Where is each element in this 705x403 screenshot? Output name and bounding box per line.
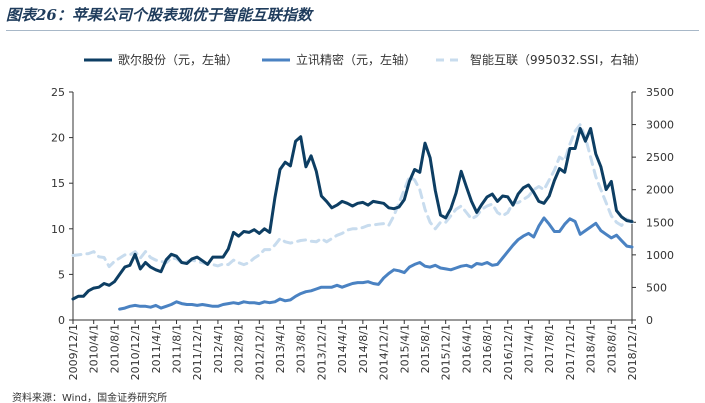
x-tick-label: 2012/8/1 <box>233 324 246 373</box>
x-tick-label: 2014/8/1 <box>357 324 370 373</box>
x-tick-label: 2016/4/1 <box>460 324 473 373</box>
legend-label: 立讯精密（元，左轴） <box>296 52 416 67</box>
legend: 歌尔股份（元，左轴） 立讯精密（元，左轴） 智能互联（995032.SSI，右轴） <box>84 52 646 67</box>
legend-label: 歌尔股份（元，左轴） <box>118 52 238 67</box>
x-tick-label: 2012/12/1 <box>253 324 266 380</box>
y-right-tick-label: 0 <box>646 314 653 327</box>
series-luxshare-line <box>118 216 634 311</box>
figure-title: 图表26：苹果公司个股表现优于智能互联指数 <box>6 6 312 24</box>
axes: 0 5 10 15 20 25 0 500 1000 1500 2000 2500 3000 3500 20… <box>51 86 674 380</box>
legend-item-goertek: 歌尔股份（元，左轴） <box>84 52 238 67</box>
x-tick-label: 2017/8/1 <box>543 324 556 373</box>
y-right-tick-label: 3000 <box>646 119 674 132</box>
x-tick-label: 2017/4/1 <box>522 324 535 373</box>
x-tick-label: 2013/4/1 <box>274 324 287 373</box>
series-goertek-line <box>71 127 634 301</box>
x-tick-label: 2017/12/1 <box>564 324 577 380</box>
y-left-tick-label: 15 <box>51 177 65 190</box>
x-tick-label: 2014/12/1 <box>378 324 391 380</box>
x-tick-label: 2018/12/1 <box>626 324 639 380</box>
y-left-tick-label: 20 <box>51 132 65 145</box>
x-tick-label: 2018/8/1 <box>605 324 618 373</box>
y-right-tick-label: 1000 <box>646 249 674 262</box>
x-tick-label: 2010/12/1 <box>129 324 142 380</box>
x-tick-label: 2013/12/1 <box>315 324 328 380</box>
legend-item-smart-interconnect: 智能互联（995032.SSI，右轴） <box>436 52 646 67</box>
x-tick-label: 2014/4/1 <box>336 324 349 373</box>
x-tick-label: 2012/4/1 <box>212 324 225 373</box>
source-note: 资料来源：Wind，国金证券研究所 <box>12 391 167 403</box>
x-tick-label: 2016/12/1 <box>502 324 515 380</box>
x-tick-label: 2015/12/1 <box>440 324 453 380</box>
x-tick-label: 2010/8/1 <box>108 324 121 373</box>
y-right-tick-label: 3500 <box>646 86 674 99</box>
x-tick-label: 2018/4/1 <box>585 324 598 373</box>
y-left-tick-label: 5 <box>58 268 65 281</box>
series-group <box>71 123 634 311</box>
y-right-tick-label: 2500 <box>646 151 674 164</box>
y-left-tick-label: 0 <box>58 314 65 327</box>
x-tick-label: 2013/8/1 <box>295 324 308 373</box>
y-right-tick-label: 1500 <box>646 216 674 229</box>
y-right-tick-label: 2000 <box>646 184 674 197</box>
x-tick-label: 2015/8/1 <box>419 324 432 373</box>
x-tick-label: 2011/4/1 <box>150 324 163 373</box>
x-tick-label: 2010/4/1 <box>88 324 101 373</box>
x-tick-label: 2016/8/1 <box>481 324 494 373</box>
x-tick-label: 2009/12/1 <box>67 324 80 380</box>
y-left-tick-label: 10 <box>51 223 65 236</box>
x-tick-label: 2011/8/1 <box>171 324 184 373</box>
x-tick-label: 2015/4/1 <box>398 324 411 373</box>
y-left-tick-label: 25 <box>51 86 65 99</box>
x-tick-label: 2011/12/1 <box>191 324 204 380</box>
title-divider <box>6 30 699 31</box>
legend-label: 智能互联（995032.SSI，右轴） <box>470 52 646 67</box>
y-right-tick-label: 500 <box>646 281 667 294</box>
legend-item-luxshare: 立讯精密（元，左轴） <box>262 52 416 67</box>
